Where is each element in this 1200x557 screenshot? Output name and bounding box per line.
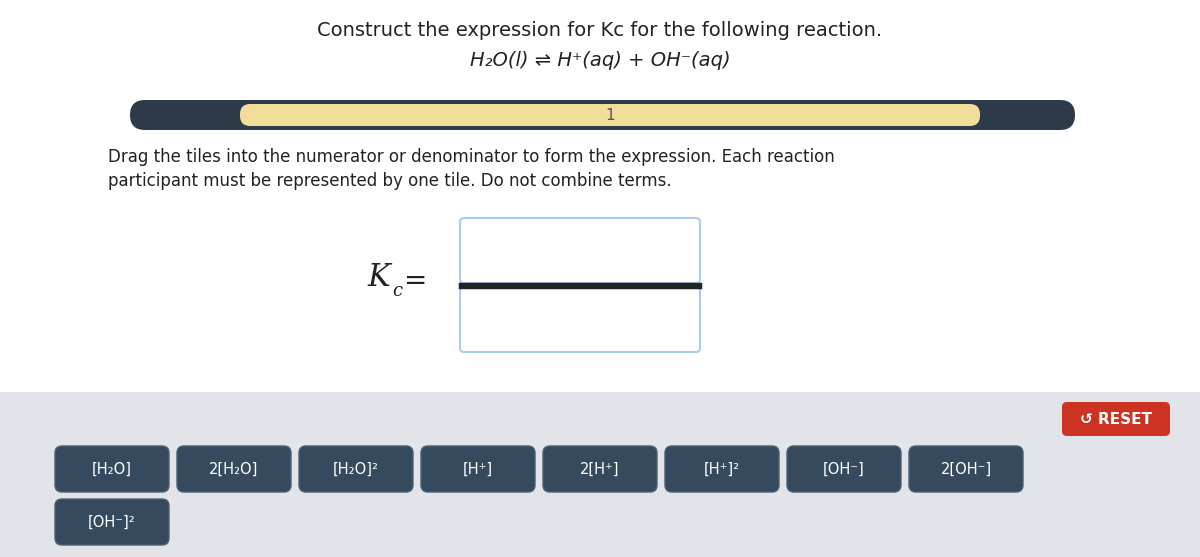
Bar: [0, 392, 1200, 557]
Text: [H⁺]²: [H⁺]²: [704, 462, 740, 476]
Text: 2[H₂O]: 2[H₂O]: [209, 462, 259, 476]
Text: Construct the expression for Kc for the following reaction.: Construct the expression for Kc for the …: [318, 21, 882, 40]
Text: K: K: [367, 261, 390, 292]
FancyBboxPatch shape: [787, 446, 901, 492]
FancyBboxPatch shape: [55, 499, 169, 545]
FancyBboxPatch shape: [910, 446, 1022, 492]
Text: =: =: [404, 267, 427, 295]
FancyBboxPatch shape: [55, 446, 169, 492]
FancyBboxPatch shape: [299, 446, 413, 492]
Text: [OH⁻]²: [OH⁻]²: [88, 515, 136, 530]
Text: 1: 1: [605, 108, 614, 123]
Text: H₂O(l) ⇌ H⁺(aq) + OH⁻(aq): H₂O(l) ⇌ H⁺(aq) + OH⁻(aq): [469, 51, 731, 70]
Text: participant must be represented by one tile. Do not combine terms.: participant must be represented by one t…: [108, 172, 672, 190]
Text: 2[OH⁻]: 2[OH⁻]: [941, 462, 991, 476]
Text: ↺ RESET: ↺ RESET: [1080, 412, 1152, 427]
Text: [H₂O]: [H₂O]: [92, 462, 132, 476]
FancyBboxPatch shape: [421, 446, 535, 492]
FancyBboxPatch shape: [542, 446, 658, 492]
Text: [OH⁻]: [OH⁻]: [823, 462, 865, 476]
Text: Drag the tiles into the numerator or denominator to form the expression. Each re: Drag the tiles into the numerator or den…: [108, 148, 835, 166]
FancyBboxPatch shape: [1062, 402, 1170, 436]
FancyBboxPatch shape: [460, 218, 700, 283]
Text: c: c: [392, 282, 402, 300]
Text: 2[H⁺]: 2[H⁺]: [581, 462, 619, 476]
FancyBboxPatch shape: [460, 287, 700, 352]
FancyBboxPatch shape: [665, 446, 779, 492]
FancyBboxPatch shape: [130, 100, 1075, 130]
FancyBboxPatch shape: [240, 104, 980, 126]
FancyBboxPatch shape: [178, 446, 292, 492]
Text: [H⁺]: [H⁺]: [463, 462, 493, 476]
Text: [H₂O]²: [H₂O]²: [334, 462, 379, 476]
